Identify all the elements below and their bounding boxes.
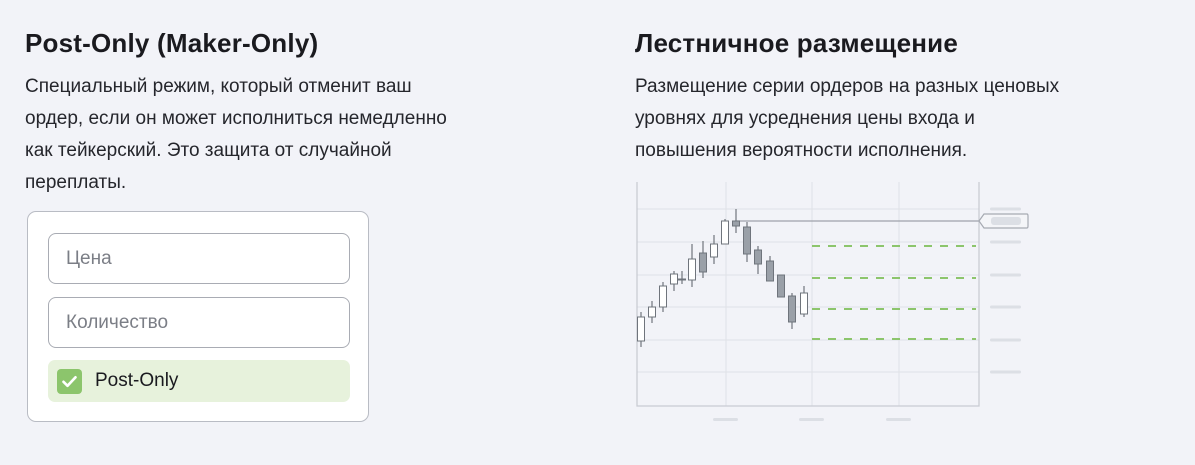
price-input[interactable] xyxy=(48,233,350,284)
candle-bearish xyxy=(699,252,707,273)
description-line: Размещение серии ордеров на разных ценов… xyxy=(635,76,1060,97)
candle-bullish xyxy=(648,306,656,318)
candle-bearish xyxy=(766,260,774,282)
candle-bullish xyxy=(710,243,718,258)
ladder-title: Лестничное размещение xyxy=(635,28,958,58)
price-axis-label-placeholder xyxy=(990,338,1021,342)
checkmark-icon xyxy=(62,375,77,387)
description-line: уровнях для усреднения цены входа и xyxy=(635,108,975,129)
candle-bearish xyxy=(777,274,785,298)
post-only-checkbox-row[interactable]: Post-Only xyxy=(48,360,350,402)
candle-bullish xyxy=(678,278,686,281)
candle-bullish xyxy=(670,273,678,285)
price-axis-label-placeholder xyxy=(990,240,1021,244)
description-line: переплаты. xyxy=(25,172,127,193)
quantity-input[interactable] xyxy=(48,297,350,348)
post-only-description: Специальный режим, который отменит ваш о… xyxy=(25,71,447,199)
time-axis-label-placeholder xyxy=(886,418,911,421)
time-axis-label-placeholder xyxy=(799,418,824,421)
candle-bullish xyxy=(637,316,645,342)
description-line: Специальный режим, который отменит ваш xyxy=(25,76,412,97)
post-only-checkbox[interactable] xyxy=(57,368,82,394)
current-price-tag-placeholder xyxy=(991,217,1021,225)
description-line: повышения вероятности исполнения. xyxy=(635,140,968,161)
price-axis-label-placeholder xyxy=(990,305,1021,309)
candle-bullish xyxy=(721,220,729,245)
time-axis-label-placeholder xyxy=(713,418,738,421)
price-axis-label-placeholder xyxy=(990,273,1021,277)
ladder-description: Размещение серии ордеров на разных ценов… xyxy=(635,71,1059,167)
price-axis-label-placeholder xyxy=(990,370,1021,374)
candle-bearish xyxy=(732,220,740,227)
post-only-checkbox-label: Post-Only xyxy=(95,370,179,391)
price-axis-label-placeholder xyxy=(990,207,1021,211)
candle-bearish xyxy=(788,295,796,323)
chart-frame xyxy=(636,182,980,407)
order-form-card: Post-Only xyxy=(27,211,369,422)
description-line: ордер, если он может исполниться немедле… xyxy=(25,108,447,129)
candle-bullish xyxy=(800,292,808,315)
candle-bearish xyxy=(743,226,751,255)
description-line: как тейкерский. Это защита от случайной xyxy=(25,140,392,161)
candle-bullish xyxy=(688,258,696,281)
candle-bullish xyxy=(659,285,667,308)
post-only-title: Post-Only (Maker-Only) xyxy=(25,28,319,58)
candle-bearish xyxy=(754,249,762,265)
